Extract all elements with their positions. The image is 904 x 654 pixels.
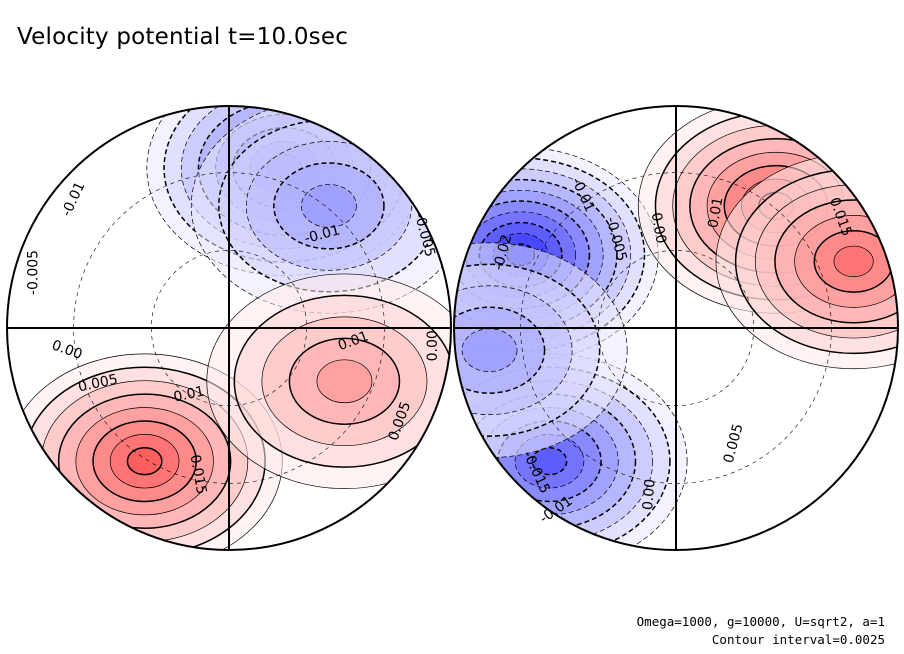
hemisphere-outline	[6, 105, 452, 551]
contour-level	[301, 184, 357, 228]
contour-interval-note: Contour interval=0.0025	[711, 632, 885, 647]
parameters-note: Omega=1000, g=10000, U=sqrt2, a=1	[636, 614, 885, 629]
contour-level	[316, 359, 373, 404]
positive-potential-region	[715, 153, 898, 370]
contour-label: 0.01	[172, 384, 206, 406]
contour-label: 0.00	[640, 478, 659, 510]
contour-level	[126, 447, 163, 476]
chart-title: Velocity potential t=10.0sec	[17, 24, 349, 50]
hemisphere-outline	[453, 105, 899, 551]
contour-label: 0.00	[648, 211, 669, 244]
contour-label: -0.005	[26, 250, 42, 295]
hemisphere-axes	[7, 106, 451, 550]
positive-potential-region	[206, 273, 451, 489]
contour-label: 0.00	[425, 330, 441, 361]
contour-label: 0.015	[187, 453, 210, 495]
contour-level	[833, 245, 874, 278]
contour-level	[461, 328, 518, 373]
negative-potential-region	[454, 242, 628, 458]
contour-label: 0.01	[705, 196, 726, 229]
hemisphere-axes	[454, 106, 898, 550]
contour-level	[531, 447, 568, 476]
